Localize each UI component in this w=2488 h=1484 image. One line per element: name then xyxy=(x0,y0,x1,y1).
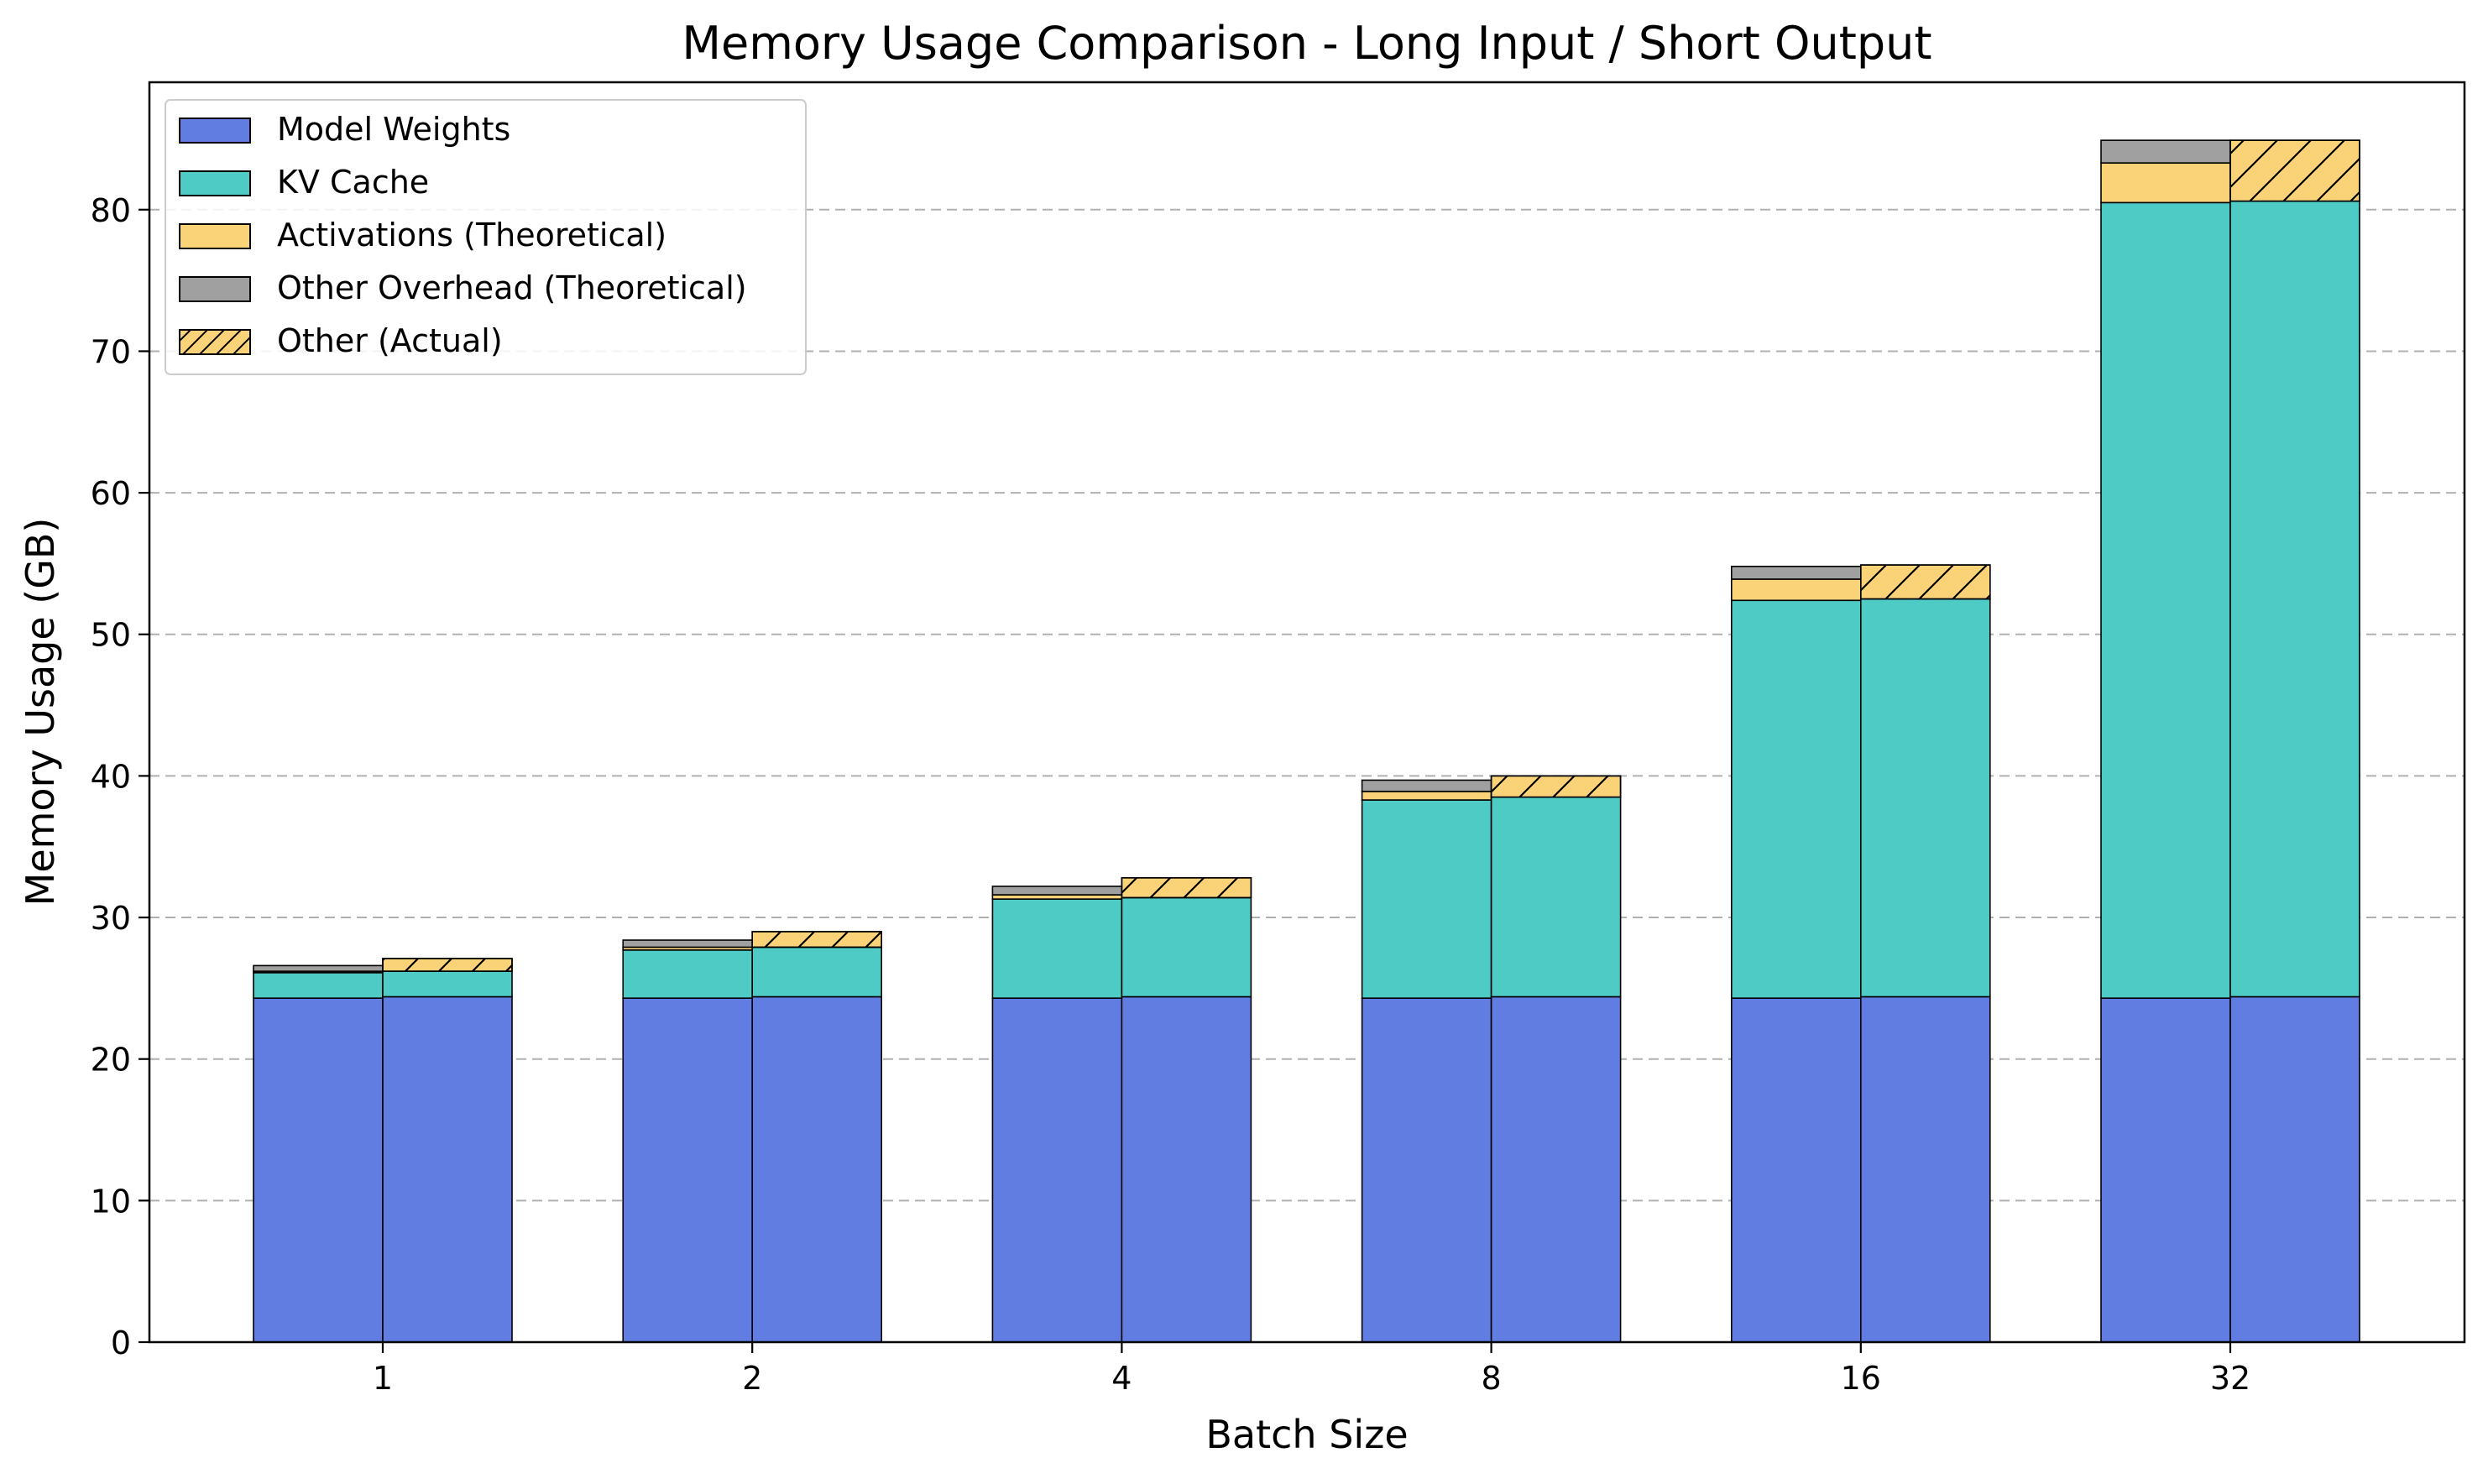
x-tick-label: 32 xyxy=(2210,1360,2250,1397)
actual-other-actual-bar-hatch xyxy=(751,931,883,948)
theoretical-other-overhead-theoretical-bar xyxy=(1361,779,1492,792)
theoretical-activations-theoretical-bar xyxy=(2100,162,2231,204)
theoretical-activations-theoretical-bar xyxy=(1731,578,1862,602)
actual-kv-cache-bar xyxy=(1860,598,1991,998)
theoretical-model-weights-bar xyxy=(622,997,754,1343)
theoretical-model-weights-bar xyxy=(1731,997,1862,1343)
theoretical-kv-cache-bar xyxy=(2100,201,2231,999)
legend-label: Other Overhead (Theoretical) xyxy=(277,269,747,306)
chart-title: Memory Usage Comparison - Long Input / S… xyxy=(682,17,1931,70)
x-tick-label: 2 xyxy=(742,1360,762,1397)
y-axis-ticks: 0 10 20 30 40 50 60 70 80 xyxy=(91,192,149,1361)
x-axis-ticks: 1 2 4 8 16 32 xyxy=(373,1342,2250,1397)
y-tick-label: 40 xyxy=(91,758,131,795)
x-tick-label: 4 xyxy=(1111,1360,1132,1397)
y-tick-label: 0 xyxy=(111,1325,131,1361)
x-tick-label: 8 xyxy=(1482,1360,1502,1397)
legend-item: Other Overhead (Theoretical) xyxy=(179,269,747,306)
theoretical-kv-cache-bar xyxy=(1731,599,1862,999)
y-axis-label: Memory Usage (GB) xyxy=(18,518,63,907)
legend-swatch xyxy=(179,276,251,302)
y-tick-label: 70 xyxy=(91,333,131,370)
theoretical-model-weights-bar xyxy=(253,997,384,1343)
legend-label: KV Cache xyxy=(277,164,429,201)
x-axis-label: Batch Size xyxy=(1205,1412,1408,1457)
plot-frame xyxy=(148,81,2466,1344)
actual-model-weights-bar xyxy=(1121,995,1252,1343)
actual-kv-cache-bar xyxy=(751,946,883,998)
legend-swatch-hatch xyxy=(179,329,251,355)
actual-kv-cache-bar xyxy=(1121,896,1252,998)
y-tick-label: 80 xyxy=(91,192,131,229)
legend-swatch xyxy=(179,118,251,144)
bars xyxy=(253,139,2360,1343)
x-tick-label: 1 xyxy=(373,1360,393,1397)
actual-other-actual-bar-hatch xyxy=(1860,564,1991,600)
theoretical-other-overhead-theoretical-bar xyxy=(2100,139,2231,164)
actual-kv-cache-bar xyxy=(1490,796,1622,998)
y-tick-label: 60 xyxy=(91,475,131,512)
actual-model-weights-bar xyxy=(382,995,513,1343)
actual-other-actual-bar-hatch xyxy=(1121,877,1252,899)
theoretical-kv-cache-bar xyxy=(622,949,754,999)
legend-label: Activations (Theoretical) xyxy=(277,217,666,253)
legend: Model Weights KV Cache Activations (Theore… xyxy=(165,99,807,375)
actual-model-weights-bar xyxy=(1860,995,1991,1343)
theoretical-model-weights-bar xyxy=(2100,997,2231,1343)
y-tick-label: 30 xyxy=(91,900,131,937)
theoretical-kv-cache-bar xyxy=(253,972,384,999)
theoretical-other-overhead-theoretical-bar xyxy=(991,886,1123,896)
actual-other-actual-bar-hatch xyxy=(1490,775,1622,798)
actual-kv-cache-bar xyxy=(2229,200,2360,998)
legend-item: Activations (Theoretical) xyxy=(179,217,666,253)
theoretical-other-overhead-theoretical-bar xyxy=(1731,565,1862,580)
theoretical-kv-cache-bar xyxy=(991,898,1123,999)
legend-label: Other (Actual) xyxy=(277,322,503,359)
x-tick-label: 16 xyxy=(1841,1360,1881,1397)
theoretical-other-overhead-theoretical-bar xyxy=(622,939,754,948)
y-tick-label: 20 xyxy=(91,1042,131,1079)
theoretical-kv-cache-bar xyxy=(1361,799,1492,999)
y-tick-label: 50 xyxy=(91,617,131,654)
legend-item: KV Cache xyxy=(179,164,429,201)
theoretical-other-overhead-theoretical-bar xyxy=(253,964,384,972)
legend-item: Other (Actual) xyxy=(179,322,503,359)
actual-model-weights-bar xyxy=(2229,995,2360,1343)
legend-label: Model Weights xyxy=(277,111,510,148)
theoretical-model-weights-bar xyxy=(1361,997,1492,1343)
legend-frame xyxy=(165,99,807,375)
actual-model-weights-bar xyxy=(751,995,883,1343)
legend-item: Model Weights xyxy=(179,111,510,148)
theoretical-activations-theoretical-bar xyxy=(1361,791,1492,801)
actual-kv-cache-bar xyxy=(382,970,513,998)
legend-swatch xyxy=(179,170,251,196)
y-tick-label: 10 xyxy=(91,1183,131,1220)
theoretical-model-weights-bar xyxy=(991,997,1123,1343)
actual-model-weights-bar xyxy=(1490,995,1622,1343)
actual-other-actual-bar-hatch xyxy=(2229,139,2360,202)
actual-other-actual-bar-hatch xyxy=(382,958,513,972)
legend-swatch xyxy=(179,223,251,249)
